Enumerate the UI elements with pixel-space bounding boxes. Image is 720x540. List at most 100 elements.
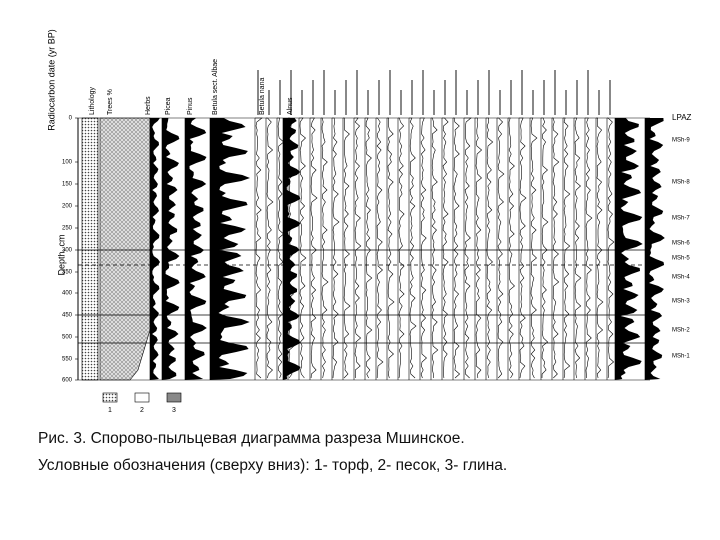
- curve: [431, 117, 439, 378]
- zone-label: MSh-8: [672, 180, 690, 186]
- curve: [387, 117, 395, 379]
- depth-tick-label: 100: [62, 160, 73, 166]
- header-stub: [378, 80, 380, 115]
- header-stub: [532, 90, 534, 115]
- curve: [508, 117, 515, 379]
- zone-header: LPAZ: [672, 113, 692, 122]
- zone-label: MSh-1: [672, 354, 690, 360]
- silhouette: [645, 118, 665, 380]
- header-stub: [257, 70, 259, 115]
- curve: [420, 117, 427, 379]
- depth-tick-label: 150: [62, 182, 73, 188]
- header-stub: [334, 90, 336, 115]
- header-stub: [499, 90, 501, 115]
- caption-line: Рис. 3. Спорово-пыльцевая диаграмма разр…: [38, 430, 465, 447]
- depth-tick-label: 500: [62, 335, 73, 341]
- depth-tick-label: 400: [62, 291, 73, 297]
- zone-label: MSh-9: [672, 138, 690, 144]
- curve: [596, 117, 604, 379]
- column-header: Picea: [165, 97, 172, 115]
- header-stub: [554, 70, 556, 115]
- curve: [453, 117, 461, 379]
- zone-label: MSh-3: [672, 299, 690, 305]
- curve: [310, 117, 318, 379]
- header-stub: [609, 80, 611, 115]
- curve: [442, 117, 449, 379]
- curve: [563, 117, 571, 379]
- header-stub: [400, 90, 402, 115]
- zone-label: MSh-2: [672, 328, 690, 334]
- depth-tick-label: 600: [62, 378, 73, 384]
- depth-label: Depth, cm: [56, 234, 66, 275]
- curve: [299, 117, 307, 379]
- trees-herbs-column: [99, 117, 151, 381]
- legend-swatch: [102, 392, 118, 403]
- depth-tick-label: 250: [62, 226, 73, 232]
- legend-swatch: [166, 392, 182, 403]
- curve: [288, 117, 296, 379]
- zone-label: MSh-5: [672, 256, 690, 262]
- depth-tick-label: 350: [62, 270, 73, 276]
- date-axis-title: Radiocarbon date (yr BP): [46, 29, 56, 131]
- header-stub: [268, 90, 270, 115]
- header-stub: [290, 70, 292, 115]
- header-stub: [312, 80, 314, 115]
- column-header: Alnus: [287, 97, 294, 115]
- curve: [464, 117, 472, 379]
- curve: [266, 117, 274, 379]
- column-header: Herbs: [145, 96, 152, 115]
- silhouette: [210, 118, 250, 380]
- pollen-curves: [149, 70, 665, 380]
- header-stub: [455, 70, 457, 115]
- curve: [475, 117, 483, 379]
- column-header: Betula nana: [259, 78, 266, 115]
- curve: [574, 117, 582, 379]
- curve: [343, 117, 351, 379]
- column-header: Trees %: [107, 89, 114, 115]
- header-stub: [543, 80, 545, 115]
- curve: [398, 117, 405, 379]
- zone-label: MSh-7: [672, 216, 690, 222]
- header-stub: [279, 80, 281, 115]
- header-stub: [356, 70, 358, 115]
- header-stub: [587, 70, 589, 115]
- zone-label: MSh-4: [672, 275, 690, 281]
- caption-line: Условные обозначения (сверху вниз): 1- т…: [38, 457, 508, 474]
- zone-label: MSh-6: [672, 241, 690, 247]
- curve: [332, 117, 340, 379]
- header-stub: [576, 80, 578, 115]
- curve: [585, 117, 593, 379]
- lithology-column: [81, 117, 99, 381]
- curve: [365, 117, 373, 379]
- header-stub: [477, 80, 479, 115]
- curve: [354, 117, 362, 379]
- curve: [519, 117, 527, 379]
- silhouette: [162, 118, 180, 380]
- silhouette: [615, 118, 643, 380]
- depth-tick-label: 450: [62, 313, 73, 319]
- curve: [607, 117, 615, 379]
- legend-label: 2: [140, 407, 144, 414]
- header-stub: [367, 90, 369, 115]
- depth-tick-label: 0: [69, 116, 73, 122]
- header-stub: [345, 80, 347, 115]
- curve: [552, 117, 560, 379]
- header-stub: [510, 80, 512, 115]
- depth-tick-label: 200: [62, 204, 73, 210]
- silhouette: [283, 118, 301, 380]
- curve: [277, 117, 285, 379]
- header-stub: [466, 90, 468, 115]
- header-stub: [301, 90, 303, 115]
- header-stub: [389, 70, 391, 115]
- curve: [255, 117, 263, 379]
- header-stub: [411, 80, 413, 115]
- header-stub: [323, 70, 325, 115]
- legend-label: 1: [108, 407, 112, 414]
- header-stub: [598, 90, 600, 115]
- legend-swatch: [134, 392, 150, 403]
- header-stub: [444, 80, 446, 115]
- legend-label: 3: [172, 407, 176, 414]
- depth-tick-label: 550: [62, 357, 73, 363]
- header-stub: [422, 70, 424, 115]
